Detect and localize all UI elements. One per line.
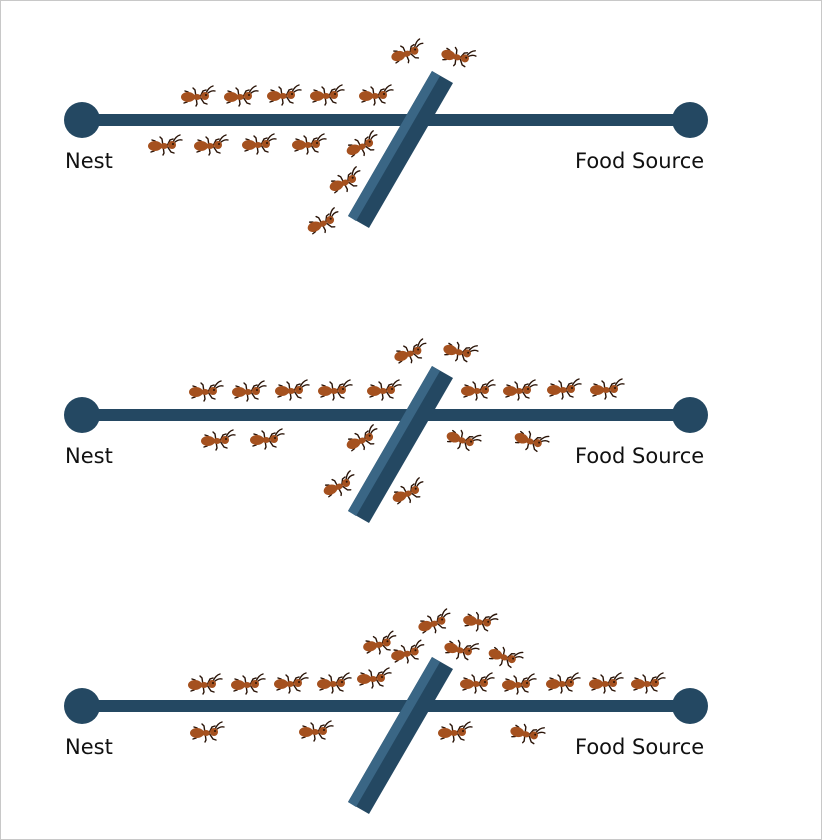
ant: [502, 379, 538, 401]
ant: [273, 672, 309, 694]
ant: [188, 380, 224, 402]
ant: [325, 165, 366, 198]
panel-1: Nest Food Source: [64, 37, 708, 239]
nest-label: Nest: [65, 735, 113, 759]
ant: [316, 672, 352, 694]
ant: [193, 134, 229, 156]
ant: [309, 84, 345, 106]
ant: [460, 607, 500, 635]
ant: [459, 672, 495, 694]
panel-3: Nest Food Source: [64, 607, 708, 814]
ant: [440, 336, 480, 367]
ant: [588, 672, 624, 694]
ants: [147, 37, 478, 239]
ant: [291, 133, 327, 155]
ant: [303, 206, 344, 239]
ant: [231, 380, 267, 402]
ant: [388, 476, 429, 509]
food-node: [672, 397, 708, 433]
food-source-label: Food Source: [575, 735, 704, 759]
food-node: [672, 102, 708, 138]
nest-node: [64, 397, 100, 433]
nest-label: Nest: [65, 444, 113, 468]
obstacle: [348, 657, 453, 814]
ant: [147, 134, 183, 156]
trail-line: [82, 114, 690, 126]
ant: [342, 129, 383, 162]
ant: [630, 672, 666, 694]
ant: [241, 133, 277, 155]
ant: [589, 378, 625, 400]
panel-2: Nest Food Source: [64, 336, 708, 523]
ant: [545, 672, 581, 694]
ant: [249, 428, 285, 450]
obstacle: [348, 71, 453, 228]
ant: [485, 640, 526, 673]
ant: [356, 667, 392, 689]
ant: [266, 84, 302, 106]
ant: [180, 85, 216, 107]
nest-node: [64, 688, 100, 724]
food-node: [672, 688, 708, 724]
ant: [501, 673, 537, 695]
nest-label: Nest: [65, 149, 113, 173]
ant: [390, 337, 431, 368]
ant: [342, 423, 383, 456]
ant: [437, 721, 473, 743]
ant: [460, 379, 496, 401]
nest-node: [64, 102, 100, 138]
food-source-label: Food Source: [575, 444, 704, 468]
ant: [414, 607, 455, 638]
ant: [387, 37, 428, 68]
ant: [274, 379, 310, 401]
obstacle: [348, 366, 453, 523]
ant: [223, 85, 259, 107]
ant: [366, 379, 402, 401]
ant: [438, 41, 478, 72]
ant: [187, 673, 223, 695]
ant: [189, 721, 225, 743]
ant: [298, 720, 334, 742]
ant: [358, 84, 394, 106]
trail-line: [82, 700, 690, 712]
ant: [319, 469, 360, 502]
ant: [511, 424, 552, 457]
ant: [200, 429, 236, 451]
ant: [441, 634, 481, 665]
trail-line: [82, 409, 690, 421]
ant: [507, 718, 547, 749]
ant: [443, 423, 484, 456]
food-source-label: Food Source: [575, 149, 704, 173]
ant: [230, 673, 266, 695]
ant: [546, 378, 582, 400]
ant: [317, 379, 353, 401]
ant: [388, 639, 427, 667]
ant: [360, 630, 399, 658]
